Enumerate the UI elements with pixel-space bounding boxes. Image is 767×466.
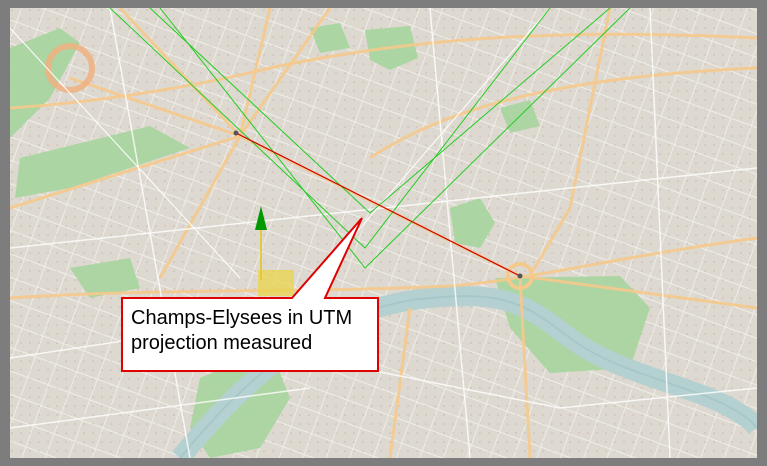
callout-line-2: projection measured [131,332,313,354]
map-svg [10,8,757,458]
measure-end-point[interactable] [517,273,523,279]
selection-box[interactable] [258,270,294,296]
map-canvas[interactable] [10,8,757,458]
etoile-roundabout [45,43,95,93]
callout-text: Champs-Elysees in UTM projection measure… [131,306,371,356]
measure-start-point[interactable] [233,130,239,136]
callout-bubble [121,217,379,372]
concorde-square [506,262,534,290]
callout-line-1: Champs-Elysees in UTM [131,307,353,329]
measure-line[interactable] [235,132,521,277]
utm-grid-lines [109,8,631,269]
street-grid [10,8,757,458]
north-arrow-icon [255,206,267,280]
